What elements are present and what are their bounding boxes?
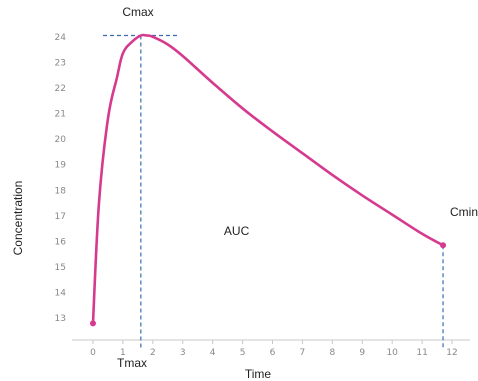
y-tick-label-13: 13 — [55, 314, 66, 324]
reference-lines — [103, 34, 444, 348]
y-tick-label-22: 22 — [55, 84, 66, 94]
y-tick-label-21: 21 — [55, 110, 66, 120]
y-tick-label-20: 20 — [55, 135, 67, 145]
x-tick-label-2: 2 — [150, 348, 156, 358]
x-tick-label-9: 9 — [359, 348, 365, 358]
y-tick-label-14: 14 — [55, 289, 67, 299]
x-tick-label-5: 5 — [240, 348, 246, 358]
y-tick-label-17: 17 — [55, 212, 66, 222]
x-tick-label-8: 8 — [329, 348, 335, 358]
tmax-label: Tmax — [117, 356, 147, 370]
data-point-marker-1 — [440, 242, 447, 249]
x-tick-label-6: 6 — [270, 348, 276, 358]
x-tick-label-4: 4 — [210, 348, 216, 358]
y-tick-label-18: 18 — [55, 186, 67, 196]
y-tick-label-15: 15 — [55, 263, 66, 273]
y-tick-label-23: 23 — [55, 58, 66, 68]
series-layer — [89, 33, 447, 327]
x-tick-label-3: 3 — [180, 348, 186, 358]
x-axis-title: Time — [245, 367, 272, 381]
y-axis-title: Concentration — [11, 181, 25, 256]
x-tick-label-1: 1 — [120, 348, 126, 358]
y-tick-label-19: 19 — [55, 161, 67, 171]
annotation-layer: Cmax Tmax Cmin AUC — [117, 5, 478, 370]
cmax-label: Cmax — [122, 5, 153, 19]
x-tick-label-0: 0 — [90, 348, 96, 358]
y-tick-label-24: 24 — [55, 33, 67, 43]
x-tick-label-7: 7 — [300, 348, 306, 358]
x-tick-label-12: 12 — [446, 348, 457, 358]
x-tick-label-10: 10 — [386, 348, 398, 358]
x-tick-label-11: 11 — [416, 348, 427, 358]
cmin-label: Cmin — [450, 205, 478, 219]
auc-label: AUC — [224, 224, 250, 238]
y-tick-label-16: 16 — [55, 237, 67, 247]
concentration-curve — [91, 33, 445, 325]
data-point-marker-0 — [89, 320, 96, 327]
